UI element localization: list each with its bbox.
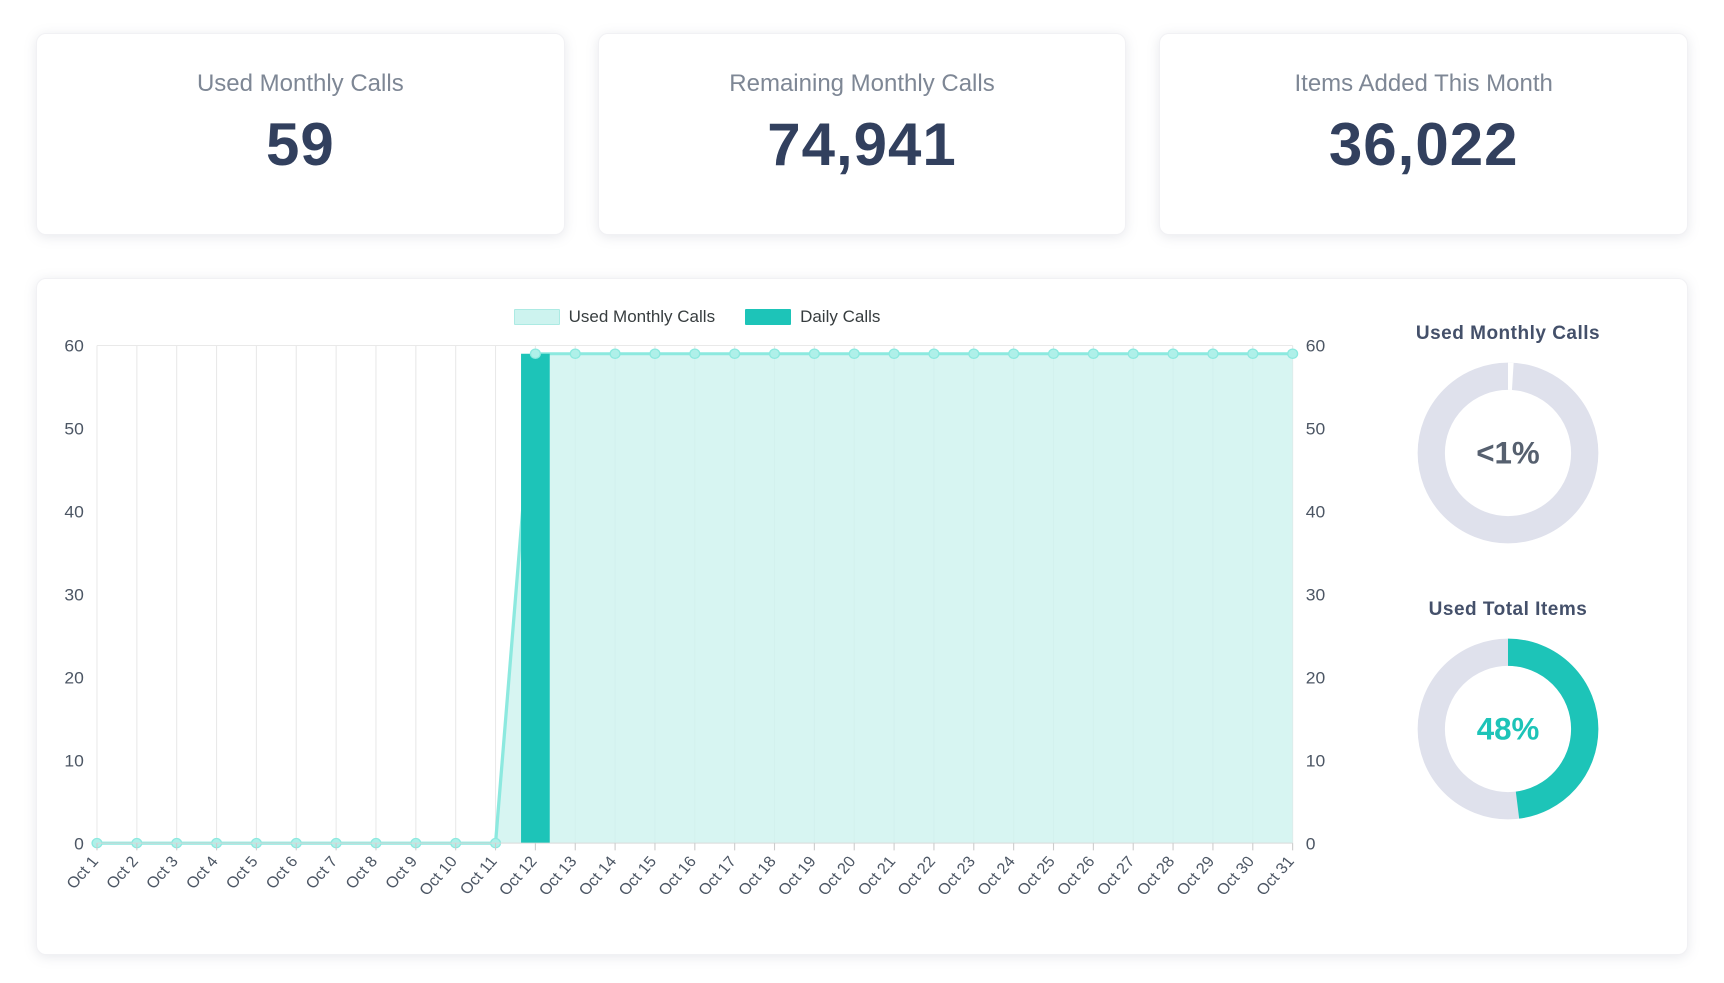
svg-text:Oct 31: Oct 31 [1253, 853, 1298, 898]
svg-text:Oct 28: Oct 28 [1134, 853, 1179, 898]
donut-value-used-monthly-calls: <1% [1476, 436, 1539, 471]
svg-text:10: 10 [64, 752, 83, 770]
legend-item-used-monthly-calls[interactable]: Used Monthly Calls [513, 307, 716, 327]
svg-text:Oct 7: Oct 7 [303, 853, 342, 892]
svg-text:Oct 16: Oct 16 [656, 853, 701, 898]
svg-text:Oct 25: Oct 25 [1014, 853, 1059, 898]
donut-title-used-total-items: Used Total Items [1428, 599, 1588, 620]
svg-text:Oct 14: Oct 14 [576, 853, 621, 898]
svg-text:Oct 20: Oct 20 [815, 853, 860, 898]
svg-text:0: 0 [1306, 835, 1316, 853]
svg-text:Oct 17: Oct 17 [696, 853, 741, 898]
svg-text:Oct 19: Oct 19 [775, 853, 820, 898]
svg-text:0: 0 [74, 835, 84, 853]
svg-text:Oct 6: Oct 6 [263, 853, 302, 892]
svg-text:Oct 8: Oct 8 [343, 853, 382, 892]
donut-used-total-items-svg: 48% [1417, 638, 1599, 820]
svg-text:60: 60 [64, 337, 83, 355]
stat-card-used-monthly-calls: Used Monthly Calls 59 [36, 33, 565, 235]
svg-text:50: 50 [1306, 420, 1325, 438]
svg-text:20: 20 [64, 669, 83, 687]
calls-chart-area: Used Monthly Calls Daily Calls 0 0 10 10 20 2… [51, 303, 1343, 946]
svg-text:Oct 26: Oct 26 [1054, 853, 1099, 898]
donut-value-used-total-items: 48% [1477, 712, 1540, 747]
stat-card-items-added-this-month: Items Added This Month 36,022 [1159, 33, 1689, 235]
stat-card-value: 36,022 [1328, 111, 1519, 178]
svg-text:60: 60 [1306, 337, 1325, 355]
donut-title-used-monthly-calls: Used Monthly Calls [1415, 323, 1601, 344]
svg-text:Oct 15: Oct 15 [616, 853, 661, 898]
legend-label-daily-calls: Daily Calls [800, 307, 881, 326]
stat-card-label: Remaining Monthly Calls [729, 70, 995, 97]
legend-item-daily-calls[interactable]: Daily Calls [745, 307, 880, 327]
svg-text:Oct 29: Oct 29 [1174, 853, 1219, 898]
svg-text:40: 40 [1306, 503, 1325, 521]
svg-text:Oct 24: Oct 24 [974, 853, 1019, 898]
stat-card-label: Used Monthly Calls [196, 70, 404, 97]
usage-chart-panel: Used Monthly Calls Daily Calls 0 0 10 10 20 2… [36, 278, 1688, 955]
svg-text:Oct 23: Oct 23 [935, 853, 980, 898]
svg-text:Oct 27: Oct 27 [1094, 853, 1139, 898]
svg-text:Oct 10: Oct 10 [417, 853, 462, 898]
stat-card-label: Items Added This Month [1294, 70, 1553, 97]
svg-text:Oct 13: Oct 13 [536, 853, 581, 898]
donut-column: Used Monthly Calls <1% Used Total Items … [1343, 303, 1673, 946]
stat-card-value: 59 [265, 111, 335, 178]
svg-text:10: 10 [1306, 752, 1325, 770]
stat-cards-row: Used Monthly Calls 59 Remaining Monthly … [36, 33, 1689, 235]
svg-text:20: 20 [1306, 669, 1325, 687]
svg-text:Oct 4: Oct 4 [183, 853, 222, 892]
legend-swatch-daily-calls [745, 309, 792, 325]
svg-text:Oct 18: Oct 18 [735, 853, 780, 898]
svg-text:40: 40 [64, 503, 83, 521]
svg-text:Oct 5: Oct 5 [223, 853, 262, 892]
svg-text:Oct 2: Oct 2 [104, 853, 143, 892]
stat-card-value: 74,941 [767, 111, 957, 178]
svg-text:Oct 11: Oct 11 [457, 853, 501, 898]
svg-text:Oct 12: Oct 12 [496, 853, 541, 898]
donut-used-monthly-calls-svg: <1% [1417, 362, 1599, 544]
chart-legend: Used Monthly Calls Daily Calls [51, 307, 1343, 327]
legend-swatch-used-monthly-calls [513, 309, 560, 325]
stat-card-remaining-monthly-calls: Remaining Monthly Calls 74,941 [597, 33, 1127, 235]
svg-text:Oct 30: Oct 30 [1214, 853, 1259, 898]
svg-text:Oct 3: Oct 3 [143, 853, 182, 892]
svg-text:Oct 9: Oct 9 [383, 853, 422, 892]
svg-text:30: 30 [64, 586, 83, 604]
svg-text:30: 30 [1306, 586, 1325, 604]
legend-label-used-monthly-calls: Used Monthly Calls [568, 307, 716, 326]
svg-text:Oct 1: Oct 1 [64, 853, 103, 892]
svg-text:Oct 22: Oct 22 [895, 853, 940, 898]
svg-text:50: 50 [64, 420, 83, 438]
svg-text:Oct 21: Oct 21 [855, 853, 900, 898]
